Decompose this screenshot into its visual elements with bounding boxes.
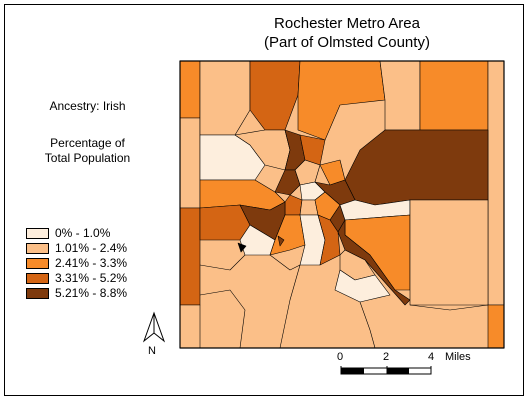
map-region [179, 60, 201, 119]
scale-tick-label: 0 [337, 351, 344, 363]
scale-tick-label: 2 [383, 351, 390, 363]
legend-item: 1.01% - 2.4% [26, 241, 127, 255]
measure-line2: Total Population [44, 151, 131, 165]
legend-item: 5.21% - 8.8% [26, 286, 127, 300]
boundary-line [359, 301, 376, 349]
boundary-line [269, 254, 301, 271]
legend-label: 1.01% - 2.4% [55, 241, 128, 255]
boundary-line [199, 254, 246, 271]
map-title-line1: Rochester Metro Area [274, 15, 420, 32]
map-region [179, 207, 201, 306]
map-title-line2: (Part of Olmsted County) [264, 34, 430, 51]
map-region [379, 60, 421, 131]
legend-label: 0% - 1.0% [55, 226, 111, 240]
boundary-line [409, 304, 489, 311]
scale-bar [340, 366, 432, 375]
north-label: N [148, 345, 156, 357]
map-region [334, 269, 391, 303]
map-border [179, 60, 505, 349]
map-region [277, 235, 285, 247]
legend-swatch [26, 257, 49, 269]
map-region [179, 304, 201, 349]
legend-label: 2.41% - 3.3% [55, 256, 128, 270]
map-region [409, 199, 489, 306]
scale-unit-label: Miles [445, 351, 471, 363]
legend-label: 5.21% - 8.8% [55, 286, 128, 300]
map-region [179, 117, 201, 209]
map-title: Rochester Metro Area (Part of Olmsted Co… [232, 14, 462, 52]
legend-item: 3.31% - 5.2% [26, 271, 127, 285]
north-arrow-icon [142, 311, 166, 343]
map-region [237, 242, 247, 253]
measure-line1: Percentage of [50, 136, 125, 150]
legend-item: 2.41% - 3.3% [26, 256, 127, 270]
boundary-line [279, 264, 301, 349]
scale-tick-label: 4 [428, 351, 435, 363]
map-region [487, 60, 505, 306]
choropleth-map [179, 60, 505, 349]
boundary-line [199, 289, 246, 349]
legend-item: 0% - 1.0% [26, 226, 110, 240]
legend-label: 3.31% - 5.2% [55, 271, 128, 285]
legend-swatch [26, 272, 49, 284]
map-region [487, 304, 505, 349]
map-region [419, 60, 489, 131]
map-region [274, 169, 301, 196]
map-subtitle: Ancestry: Irish [49, 99, 126, 113]
legend-swatch [26, 287, 49, 299]
legend-swatch [26, 227, 49, 239]
legend-swatch [26, 242, 49, 254]
